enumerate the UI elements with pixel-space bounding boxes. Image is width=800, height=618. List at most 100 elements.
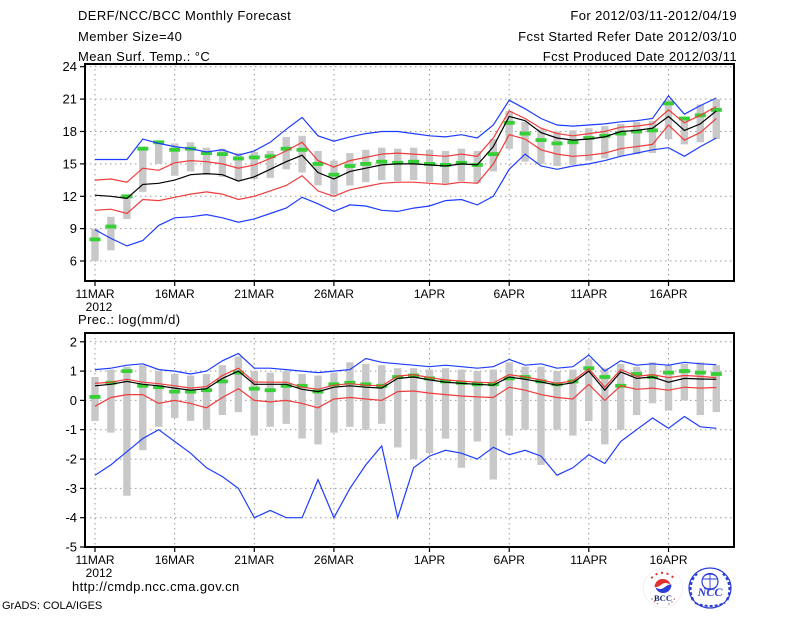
climatology-dash	[296, 147, 308, 152]
member-size-label: Member Size=40	[78, 29, 183, 44]
climatology-dash	[631, 372, 643, 376]
grads-credit-label: GrADS: COLA/IGES	[2, 600, 103, 612]
climatology-bar	[314, 375, 322, 445]
axis-ticks	[80, 341, 670, 552]
climatology-bar	[298, 135, 306, 173]
bcc-logo-icon: BCC	[643, 568, 683, 608]
climatology-dash	[201, 151, 212, 155]
climatology-bar	[107, 216, 115, 251]
y-tick-label: -3	[65, 481, 77, 496]
climatology-dash	[694, 370, 706, 375]
y-tick-label: -2	[65, 452, 77, 467]
climatology-bar	[521, 121, 529, 162]
x-tick-label: 1APR	[414, 287, 446, 301]
climatology-bar	[664, 100, 673, 140]
climatology-dash	[503, 376, 515, 381]
prec-chart-title: Prec.: log(mm/d)	[78, 312, 181, 327]
x-tick-label: 21MAR	[234, 553, 274, 567]
climatology-dash	[440, 163, 451, 167]
climatology-bar	[569, 369, 577, 436]
climatology-dash	[647, 128, 658, 133]
climatology-dash	[678, 116, 690, 121]
ensemble-max-line	[94, 352, 717, 375]
climatology-bar	[139, 146, 147, 192]
climatology-bar	[457, 369, 466, 468]
climatology-dash	[137, 383, 149, 388]
climatology-dash	[248, 155, 260, 160]
ensemble-max-line	[95, 94, 717, 161]
x-tick-label: 6APR	[494, 553, 526, 567]
ensemble-mean-line	[94, 110, 717, 200]
climatology-bar	[378, 365, 386, 424]
climatology-bar	[553, 131, 561, 166]
climatology-dash	[328, 172, 340, 177]
climatology-bar	[441, 368, 450, 439]
climatology-bar	[123, 366, 131, 496]
climatology-bar	[617, 363, 625, 430]
climatology-bar	[155, 371, 163, 427]
climatology-bar	[394, 368, 402, 448]
climatology-bar	[680, 363, 689, 401]
x-tick-label: 11APR	[570, 287, 607, 301]
climatology-bar	[664, 365, 673, 411]
climatology-bar	[648, 120, 657, 154]
climatology-dash	[663, 101, 674, 106]
climatology-bar	[425, 369, 434, 454]
climatology-dash	[440, 379, 451, 384]
climatology-bar	[171, 143, 179, 176]
plot-frame	[84, 332, 735, 548]
climatology-dash	[710, 108, 722, 112]
y-tick-label: 9	[70, 221, 77, 236]
climatology-bar	[585, 359, 593, 421]
bcc-logo-label: BCC	[654, 593, 672, 603]
temp-chart-title: Mean Surf. Temp.: °C	[78, 49, 211, 64]
climatology-bar	[234, 356, 243, 413]
climatology-dash	[89, 395, 101, 399]
climatology-dash	[599, 375, 611, 379]
climatology-bar	[473, 371, 481, 442]
climatology-dash	[344, 164, 356, 168]
climatology-dash	[89, 237, 101, 242]
climatology-dash	[424, 162, 435, 166]
climatology-bar	[330, 372, 338, 433]
x-tick-label: 11APR	[570, 553, 607, 567]
climatology-dash	[153, 140, 165, 145]
climatology-dash	[631, 129, 643, 134]
climatology-bar	[712, 365, 720, 413]
x-tick-label: 16MAR	[155, 287, 195, 301]
climatology-dash	[280, 383, 292, 388]
climatology-dash	[551, 141, 563, 146]
ncc-logo-icon: NCC	[688, 567, 732, 609]
climatology-range-bars	[91, 356, 720, 496]
climatology-bar	[601, 368, 609, 445]
climatology-dash	[328, 382, 340, 387]
climatology-dash	[201, 388, 212, 393]
climatology-bar	[123, 195, 131, 219]
climatology-dash	[121, 369, 133, 373]
climatology-bar	[139, 365, 147, 451]
y-tick-label: 6	[70, 254, 77, 269]
climatology-bar	[537, 129, 545, 164]
x-tick-label: 16APR	[649, 553, 687, 567]
x-tick-label: 1APR	[414, 553, 446, 567]
x-tick-label: 16APR	[649, 287, 687, 301]
x-tick-label: 26MAR	[314, 553, 354, 567]
plot-frame	[84, 63, 735, 282]
climatology-dash	[169, 389, 181, 394]
climatology-dash	[344, 380, 356, 385]
climatology-dash	[232, 156, 244, 161]
climatology-bar	[218, 365, 227, 415]
climatology-bar	[553, 371, 561, 430]
climatology-bar	[107, 369, 115, 433]
y-tick-label: -4	[65, 510, 77, 525]
climatology-dash	[153, 385, 165, 390]
climatology-bar	[330, 160, 338, 195]
climatology-dash	[519, 131, 531, 136]
climatology-dash	[216, 152, 228, 156]
climatology-bar	[171, 374, 179, 418]
y-tick-label: -1	[65, 422, 77, 437]
